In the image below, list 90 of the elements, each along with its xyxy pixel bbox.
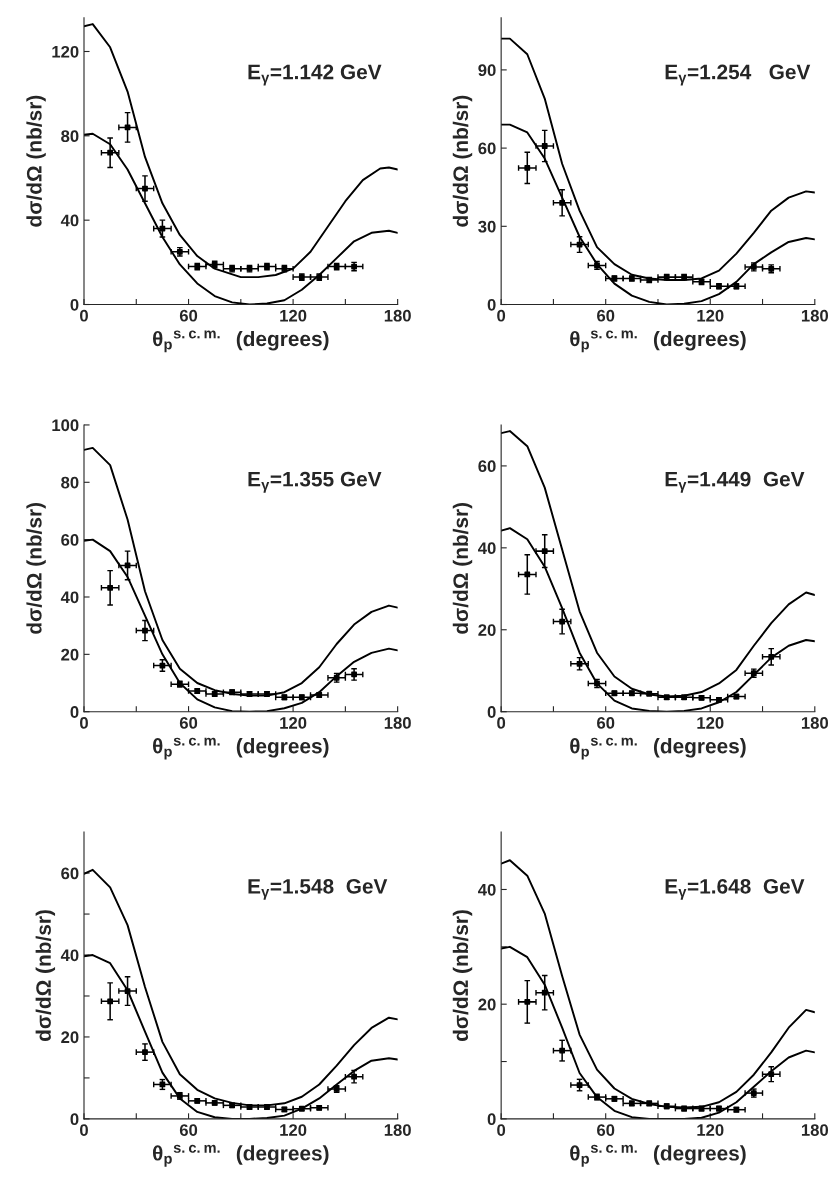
annotation: E$_{γ}$=1.142 GeV — [248, 64, 382, 86]
y-axis-title: dσ/dΩ (nb/sr) — [452, 910, 473, 1042]
y-tick-label: 60 — [478, 460, 496, 473]
point — [524, 998, 531, 1005]
annotation: E$_{γ}$=1.648 GeV — [665, 878, 805, 900]
point — [541, 143, 548, 149]
x-tick-label: 120 — [697, 1124, 724, 1136]
point — [107, 998, 114, 1005]
point — [541, 989, 548, 996]
x-tick-label: 60 — [179, 309, 198, 322]
x-tick-label: 60 — [179, 717, 198, 729]
point — [351, 1073, 357, 1080]
point — [142, 627, 148, 634]
y-tick-label: 40 — [478, 542, 496, 555]
y-tick-label: 90 — [478, 64, 496, 77]
x-tick-label: 0 — [80, 1124, 88, 1136]
point — [524, 165, 531, 171]
y-tick-label: 60 — [478, 142, 496, 155]
x-tick-label: 180 — [384, 309, 411, 322]
x-tick-label: 180 — [801, 717, 829, 729]
x-tick-label: 0 — [497, 717, 506, 729]
annotation: E$_{γ}$=1.548 GeV — [248, 878, 388, 900]
x-tick-label: 0 — [497, 1124, 506, 1136]
y-tick-label: 40 — [478, 883, 496, 896]
annotation: E$_{γ}$=1.254 GeV — [665, 64, 811, 86]
point — [559, 1047, 566, 1054]
y-tick-label: 60 — [61, 534, 79, 546]
point — [576, 1082, 583, 1088]
x-tick-label: 120 — [280, 1124, 307, 1136]
point — [768, 653, 775, 660]
y-axis-title: dσ/dΩ (nb/sr) — [26, 502, 46, 634]
y-tick-label: 0 — [70, 706, 79, 718]
y-axis-title: dσ/dΩ (nb/sr) — [452, 95, 473, 227]
y-axis-title: dσ/dΩ (nb/sr) — [452, 502, 473, 634]
y-tick-label: 20 — [61, 1031, 79, 1044]
x-tick-label: 0 — [80, 717, 88, 729]
x-axis-title: θ$_{p}$$^{s.c.m.}$ (degrees) — [152, 737, 329, 760]
y-tick-label: 40 — [60, 949, 79, 962]
y-tick-label: 0 — [70, 1113, 79, 1126]
point — [768, 1071, 775, 1078]
y-tick-label: 40 — [60, 214, 79, 227]
annotation: E$_{γ}$=1.449 GeV — [665, 471, 805, 493]
x-tick-label: 120 — [697, 309, 724, 322]
y-tick-label: 30 — [478, 220, 496, 233]
y-tick-label: 80 — [61, 130, 79, 143]
x-tick-label: 60 — [597, 309, 615, 322]
point — [524, 571, 531, 578]
y-tick-label: 60 — [61, 867, 79, 880]
x-tick-label: 120 — [280, 717, 307, 729]
point — [351, 671, 357, 678]
x-tick-label: 180 — [384, 717, 411, 729]
point — [541, 548, 548, 555]
point — [124, 988, 131, 994]
y-tick-label: 20 — [61, 648, 79, 661]
point — [107, 584, 114, 591]
x-tick-label: 180 — [801, 309, 829, 322]
y-axis-title: dσ/dΩ (nb/sr) — [26, 95, 46, 227]
x-tick-label: 60 — [179, 1124, 198, 1136]
x-axis-title: θ$_{p}$$^{s.c.m.}$ (degrees) — [570, 330, 746, 353]
point — [559, 199, 566, 206]
x-tick-label: 120 — [280, 309, 307, 322]
annotation: E$_{γ}$=1.355 GeV — [248, 471, 382, 493]
x-tick-label: 180 — [384, 1124, 411, 1136]
x-tick-label: 0 — [497, 309, 506, 322]
x-tick-label: 0 — [80, 309, 88, 322]
y-tick-label: 100 — [52, 419, 79, 432]
y-tick-label: 20 — [478, 998, 496, 1011]
y-tick-label: 0 — [487, 298, 496, 311]
point — [107, 149, 114, 156]
y-tick-label: 0 — [487, 706, 496, 718]
y-tick-label: 0 — [487, 1113, 496, 1126]
x-axis-title: θ$_{p}$$^{s.c.m.}$ (degrees) — [570, 737, 746, 760]
y-tick-label: 80 — [61, 476, 79, 489]
x-axis-title: θ$_{p}$$^{s.c.m.}$ (degrees) — [570, 1144, 746, 1167]
y-tick-label: 0 — [70, 298, 79, 311]
point — [142, 1049, 148, 1055]
point — [142, 185, 148, 192]
x-axis-title: θ$_{p}$$^{s.c.m.}$ (degrees) — [152, 1144, 329, 1167]
y-axis-title: dσ/dΩ (nb/sr) — [35, 910, 56, 1042]
x-tick-label: 60 — [597, 1124, 615, 1136]
y-tick-label: 120 — [52, 45, 79, 58]
x-axis-title: θ$_{p}$$^{s.c.m.}$ (degrees) — [152, 330, 329, 353]
y-tick-label: 20 — [478, 624, 496, 636]
point — [576, 660, 583, 667]
y-tick-label: 40 — [60, 591, 79, 604]
point — [559, 618, 566, 625]
x-tick-label: 180 — [801, 1124, 829, 1136]
x-tick-label: 60 — [597, 717, 615, 729]
line-series — [84, 23, 398, 279]
x-tick-label: 120 — [697, 717, 724, 729]
